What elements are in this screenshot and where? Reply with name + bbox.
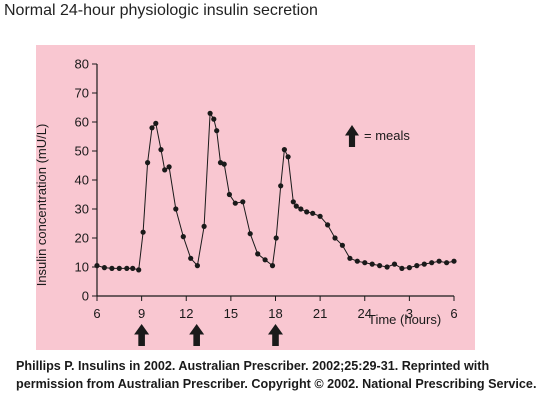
x-tick-label: 12 <box>179 306 193 321</box>
data-point <box>173 206 179 212</box>
data-point <box>207 110 213 116</box>
x-axis-ticks: 6 9 12 15 18 21 24 3 6 <box>93 296 458 321</box>
meal-arrows <box>134 324 283 346</box>
data-point <box>273 235 279 241</box>
x-tick-label: 21 <box>313 306 327 321</box>
data-point <box>226 191 232 198</box>
x-tick-label: 3 <box>406 306 413 321</box>
data-point <box>153 120 159 126</box>
source-caption: Phillips P. Insulins in 2002. Australian… <box>16 357 546 393</box>
data-point <box>180 234 186 240</box>
series-group <box>94 110 457 273</box>
data-point <box>429 260 435 266</box>
data-point <box>369 261 375 267</box>
data-point <box>377 263 383 269</box>
legend: = meals <box>345 125 410 147</box>
y-axis-title-holder: Insulin concentration (mU/L) <box>34 124 49 287</box>
y-tick-label: 0 <box>82 289 89 304</box>
y-axis-ticks: 0 10 20 30 40 50 60 70 80 <box>75 57 97 304</box>
data-point <box>391 261 398 267</box>
data-point <box>149 125 155 131</box>
data-point <box>281 147 287 153</box>
data-point <box>285 154 291 160</box>
data-point <box>232 200 238 206</box>
x-axis-label: Time (hours) <box>368 312 441 327</box>
data-point <box>214 128 220 134</box>
y-tick-label: 20 <box>75 231 89 246</box>
data-point <box>310 210 316 216</box>
data-point <box>293 203 299 209</box>
data-point <box>94 263 100 269</box>
x-tick-label: 9 <box>138 306 145 321</box>
data-point <box>145 160 151 166</box>
data-point <box>278 183 284 189</box>
y-tick-label: 10 <box>75 260 89 275</box>
data-point <box>362 260 368 266</box>
data-point <box>255 251 261 257</box>
data-point <box>451 258 457 264</box>
data-point <box>101 265 107 271</box>
chart-axes <box>96 64 454 297</box>
data-point <box>162 167 168 173</box>
y-tick-label: 40 <box>75 173 89 188</box>
x-tick-label: 6 <box>93 306 100 321</box>
data-point <box>140 229 146 235</box>
data-point <box>124 265 130 271</box>
data-point <box>262 257 268 263</box>
data-point <box>421 261 427 267</box>
data-point <box>339 242 345 248</box>
data-point <box>130 265 136 271</box>
data-point <box>332 235 338 241</box>
caption-line-1: Phillips P. Insulins in 2002. Australian… <box>16 359 490 373</box>
data-point <box>436 258 442 264</box>
data-point <box>347 255 353 261</box>
data-point <box>240 199 246 205</box>
meal-arrow-icon <box>134 324 150 346</box>
meal-arrow-icon <box>268 324 283 346</box>
data-point <box>399 265 405 271</box>
y-tick-label: 80 <box>75 57 89 72</box>
x-tick-label: 18 <box>268 306 282 321</box>
data-point <box>269 263 276 269</box>
y-tick-label: 50 <box>75 144 89 159</box>
x-tick-label: 24 <box>358 306 372 321</box>
data-point <box>188 255 194 261</box>
x-tick-label: 6 <box>450 306 457 321</box>
y-tick-label: 60 <box>75 115 89 130</box>
legend-label: = meals <box>364 128 410 143</box>
data-point <box>109 265 115 271</box>
caption-line-2: permission from Australian Prescriber. C… <box>16 377 537 391</box>
chart-panel: 0 10 20 30 40 50 60 70 80 6 9 12 15 18 21 24 3 6 Time (h… <box>36 45 475 350</box>
page-title: Normal 24-hour physiologic insulin secre… <box>4 2 318 19</box>
data-point <box>406 265 412 271</box>
data-point <box>414 263 420 269</box>
data-point <box>325 222 331 228</box>
data-point <box>354 258 360 264</box>
data-point <box>444 260 450 266</box>
data-point <box>290 199 296 205</box>
data-point <box>211 116 217 122</box>
data-point <box>201 223 207 229</box>
insulin-chart: 0 10 20 30 40 50 60 70 80 6 9 12 15 18 21 24 3 6 Time (h… <box>75 57 458 346</box>
x-tick-label: 15 <box>224 306 238 321</box>
data-point <box>136 267 142 273</box>
data-point <box>384 264 390 270</box>
data-point <box>221 161 227 167</box>
data-point <box>194 263 200 269</box>
data-point <box>158 147 164 153</box>
meal-arrow-icon <box>189 324 205 346</box>
y-axis-label: Insulin concentration (mU/L) <box>34 124 49 287</box>
data-point <box>317 213 323 219</box>
data-point <box>247 231 253 237</box>
y-tick-label: 30 <box>75 202 89 217</box>
data-point <box>298 206 304 212</box>
data-point <box>166 164 172 170</box>
data-point <box>304 209 310 215</box>
up-arrow-icon <box>345 125 359 147</box>
data-point <box>116 265 122 271</box>
y-tick-label: 70 <box>75 86 89 101</box>
